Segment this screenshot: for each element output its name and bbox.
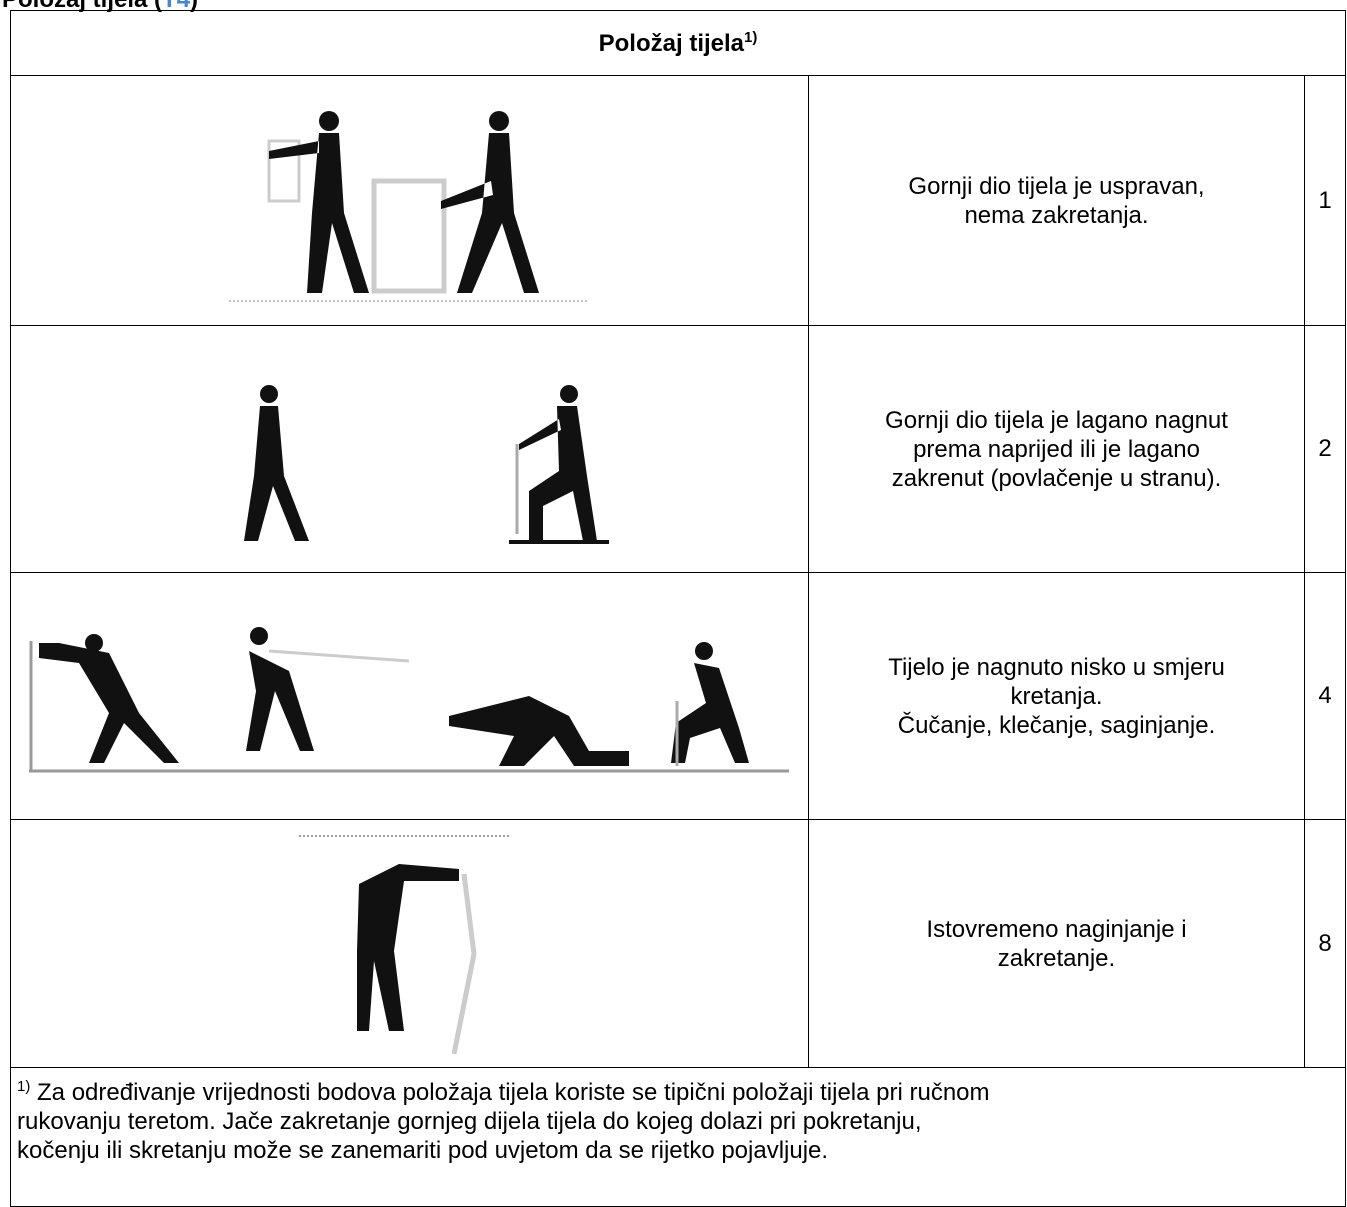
description: Tijelo je nagnuto nisko u smjeru kretanja…	[807, 572, 1306, 820]
illustration	[299, 835, 510, 1054]
score: 1	[1304, 75, 1346, 326]
image-cell	[10, 325, 809, 573]
description-line: Gornji dio tijela je uspravan,	[908, 172, 1205, 200]
score-value: 8	[1318, 929, 1332, 957]
header-text: Položaj tijela	[598, 29, 745, 57]
description: Gornji dio tijela je lagano nagnut prema …	[807, 325, 1306, 573]
description: Gornji dio tijela je uspravan, nema zakre…	[807, 75, 1306, 326]
score: 4	[1304, 572, 1346, 820]
illustration	[29, 627, 790, 773]
table-header: Položaj tijela1)	[10, 10, 1346, 76]
heading: Položaj tijela (T4)	[2, 0, 198, 14]
posture-table: Položaj tijela1) Gornji dio tijela je us…	[10, 10, 1346, 1207]
image-cell	[10, 75, 809, 326]
description-line: Gornji dio tijela je lagano nagnut	[885, 406, 1228, 434]
score-value: 1	[1318, 186, 1332, 214]
score: 2	[1304, 325, 1346, 573]
footnote-line: kočenju ili skretanju može se zanemariti…	[17, 1137, 829, 1164]
footnote-line: rukovanju teretom. Jače zakretanje gornj…	[17, 1108, 922, 1135]
footnote-line: Za određivanje vrijednosti bodova položa…	[37, 1079, 990, 1106]
description-line: zakretanje.	[997, 944, 1116, 972]
image-cell	[10, 572, 809, 820]
footnote-text: Za određivanje vrijednosti bodova položa…	[17, 1079, 990, 1164]
description-line: kretanja.	[1010, 682, 1103, 710]
description-line: nema zakretanja.	[964, 201, 1149, 229]
description-line: prema naprijed ili je lagano	[913, 435, 1200, 463]
heading-ref[interactable]: T4	[162, 0, 190, 13]
description-line: Čučanje, klečanje, saginjanje.	[897, 711, 1216, 739]
description-line: zakrenut (povlačenje u stranu).	[891, 464, 1222, 492]
heading-suffix: )	[190, 0, 198, 13]
score: 8	[1304, 819, 1346, 1068]
illustration	[244, 385, 610, 544]
score-value: 2	[1318, 435, 1332, 462]
footnote: 1) Za određivanje vrijednosti bodova pol…	[10, 1067, 1346, 1207]
description-line: Istovremeno naginjanje i	[926, 915, 1187, 943]
footnote-mark: 1)	[17, 1078, 31, 1095]
description: Istovremeno naginjanje i zakretanje.	[807, 819, 1306, 1068]
heading-text: Položaj tijela (	[2, 0, 162, 13]
score-value: 4	[1318, 682, 1332, 709]
header-note: 1)	[744, 28, 758, 46]
description-line: Tijelo je nagnuto nisko u smjeru	[888, 653, 1225, 681]
illustration	[229, 110, 590, 301]
image-cell	[10, 819, 809, 1068]
